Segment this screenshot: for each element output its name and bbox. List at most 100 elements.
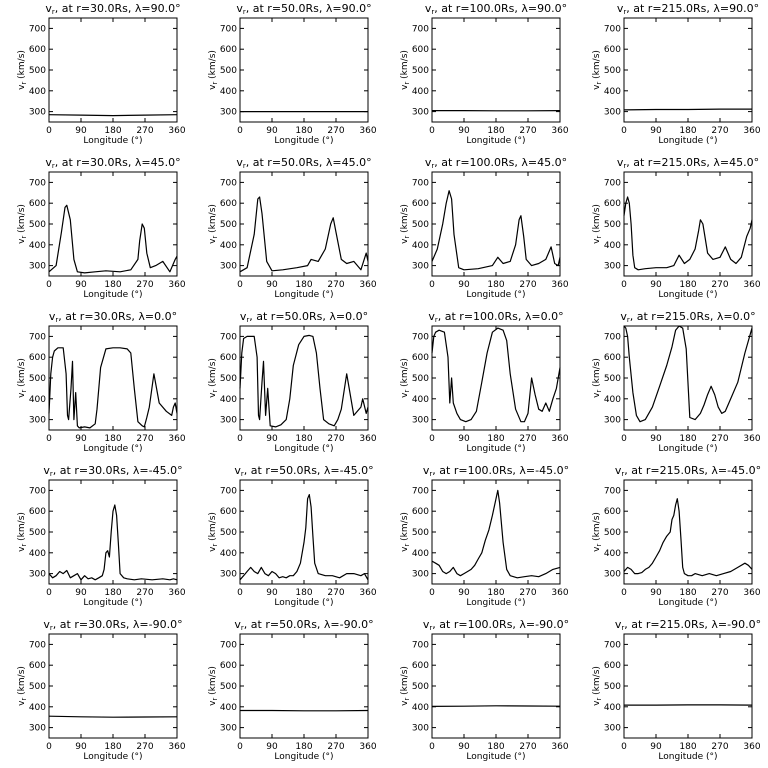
x-tick-label: 270 bbox=[327, 588, 344, 598]
y-tick-label: 300 bbox=[412, 416, 429, 426]
x-tick-label: 90 bbox=[266, 742, 278, 752]
series-line bbox=[48, 715, 178, 718]
y-tick-label: 700 bbox=[412, 486, 429, 496]
y-tick-label: 500 bbox=[412, 374, 429, 384]
plot-frame bbox=[239, 325, 369, 431]
y-tick-label: 500 bbox=[412, 66, 429, 76]
x-tick-label: 180 bbox=[104, 280, 121, 290]
subplot-title: vr, at r=100.0Rs, λ=-45.0° bbox=[423, 464, 569, 478]
subplot-20: vr, at r=215.0Rs, λ=-90.0° 0 90 180 270 360 30… bbox=[592, 618, 761, 762]
series-line bbox=[431, 190, 561, 271]
y-axis-label: vr (km/s) bbox=[592, 358, 603, 398]
x-tick-label: 360 bbox=[168, 588, 185, 598]
y-axis-label: vr (km/s) bbox=[208, 666, 219, 706]
x-tick-label: 180 bbox=[487, 280, 504, 290]
y-tick-label: 700 bbox=[412, 24, 429, 34]
x-axis-label: Longitude (°) bbox=[274, 598, 333, 608]
series-line bbox=[431, 489, 561, 579]
plot-frame bbox=[48, 171, 178, 277]
x-axis-label: Longitude (°) bbox=[658, 444, 717, 454]
y-axis-label: vr (km/s) bbox=[592, 204, 603, 244]
y-axis-label: vr (km/s) bbox=[592, 512, 603, 552]
x-tick-label: 270 bbox=[711, 126, 728, 136]
y-axis-label: vr (km/s) bbox=[400, 358, 411, 398]
y-tick-label: 600 bbox=[412, 507, 429, 517]
x-tick-label: 90 bbox=[266, 126, 278, 136]
plot-frame bbox=[48, 633, 178, 739]
x-tick-label: 360 bbox=[168, 126, 185, 136]
subplot-10: vr, at r=50.0Rs, λ=0.0° 0 90 180 270 360 300 40… bbox=[208, 310, 377, 454]
subplot-title: vr, at r=30.0Rs, λ=90.0° bbox=[45, 2, 180, 16]
y-tick-label: 400 bbox=[604, 703, 621, 713]
y-axis-label: vr (km/s) bbox=[208, 50, 219, 90]
y-tick-label: 300 bbox=[412, 724, 429, 734]
y-tick-label: 400 bbox=[412, 703, 429, 713]
x-tick-label: 360 bbox=[359, 742, 376, 752]
y-tick-label: 500 bbox=[220, 528, 237, 538]
x-tick-label: 90 bbox=[650, 742, 662, 752]
x-tick-label: 360 bbox=[168, 434, 185, 444]
subplot-title: vr, at r=30.0Rs, λ=45.0° bbox=[45, 156, 180, 170]
plot-frame bbox=[431, 633, 561, 739]
y-tick-label: 300 bbox=[29, 724, 46, 734]
x-tick-label: 270 bbox=[711, 280, 728, 290]
subplot-6: vr, at r=50.0Rs, λ=45.0° 0 90 180 270 360 300 4… bbox=[208, 156, 377, 300]
x-tick-label: 360 bbox=[551, 280, 568, 290]
y-tick-label: 700 bbox=[220, 486, 237, 496]
x-tick-label: 360 bbox=[551, 588, 568, 598]
x-tick-label: 0 bbox=[429, 588, 435, 598]
x-tick-label: 0 bbox=[46, 588, 52, 598]
x-tick-label: 90 bbox=[458, 280, 470, 290]
y-axis-label: vr (km/s) bbox=[17, 358, 28, 398]
y-tick-label: 400 bbox=[220, 549, 237, 559]
x-tick-label: 270 bbox=[136, 742, 153, 752]
y-tick-label: 300 bbox=[412, 262, 429, 272]
x-tick-label: 0 bbox=[46, 126, 52, 136]
y-tick-label: 700 bbox=[29, 486, 46, 496]
y-tick-label: 600 bbox=[220, 45, 237, 55]
subplot-14: vr, at r=50.0Rs, λ=-45.0° 0 90 180 270 360 300… bbox=[208, 464, 377, 608]
x-tick-label: 90 bbox=[266, 588, 278, 598]
y-tick-label: 400 bbox=[220, 395, 237, 405]
y-tick-label: 700 bbox=[220, 178, 237, 188]
series-line bbox=[623, 108, 752, 111]
y-tick-label: 400 bbox=[220, 241, 237, 251]
subplot-1: vr, at r=30.0Rs, λ=90.0° 0 90 180 270 360 300 4… bbox=[17, 2, 186, 146]
x-tick-label: 270 bbox=[711, 588, 728, 598]
x-tick-label: 0 bbox=[621, 126, 627, 136]
x-tick-label: 90 bbox=[650, 588, 662, 598]
series-line bbox=[239, 196, 369, 273]
x-tick-label: 270 bbox=[327, 434, 344, 444]
y-tick-label: 600 bbox=[604, 661, 621, 671]
y-tick-label: 600 bbox=[412, 661, 429, 671]
x-tick-label: 360 bbox=[168, 742, 185, 752]
x-tick-label: 270 bbox=[136, 434, 153, 444]
x-axis-label: Longitude (°) bbox=[274, 290, 333, 300]
y-tick-label: 300 bbox=[604, 570, 621, 580]
y-tick-label: 300 bbox=[220, 724, 237, 734]
y-tick-label: 700 bbox=[220, 640, 237, 650]
x-tick-label: 90 bbox=[650, 280, 662, 290]
x-tick-label: 180 bbox=[679, 280, 696, 290]
y-tick-label: 500 bbox=[220, 682, 237, 692]
x-tick-label: 270 bbox=[519, 742, 536, 752]
subplot-title: vr, at r=100.0Rs, λ=90.0° bbox=[425, 2, 567, 16]
y-tick-label: 600 bbox=[604, 199, 621, 209]
x-tick-label: 270 bbox=[136, 588, 153, 598]
x-axis-label: Longitude (°) bbox=[83, 136, 142, 146]
plot-frame bbox=[623, 633, 753, 739]
y-axis-label: vr (km/s) bbox=[17, 50, 28, 90]
x-tick-label: 360 bbox=[168, 280, 185, 290]
x-tick-label: 180 bbox=[104, 588, 121, 598]
y-tick-label: 600 bbox=[29, 199, 46, 209]
y-tick-label: 700 bbox=[604, 332, 621, 342]
x-tick-label: 90 bbox=[458, 434, 470, 444]
y-tick-label: 300 bbox=[220, 108, 237, 118]
subplot-13: vr, at r=30.0Rs, λ=-45.0° 0 90 180 270 360 300… bbox=[17, 464, 186, 608]
x-tick-label: 360 bbox=[359, 280, 376, 290]
y-tick-label: 300 bbox=[220, 262, 237, 272]
x-axis-label: Longitude (°) bbox=[274, 136, 333, 146]
x-tick-label: 180 bbox=[295, 588, 312, 598]
y-tick-label: 500 bbox=[29, 66, 46, 76]
y-tick-label: 600 bbox=[220, 661, 237, 671]
